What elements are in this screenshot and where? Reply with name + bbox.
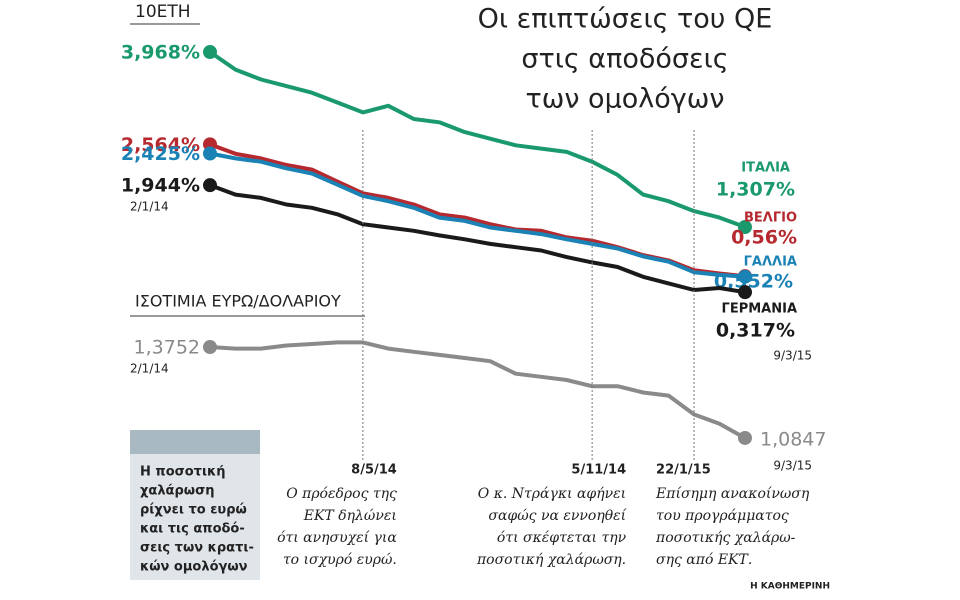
sidebar-text: Η ποσοτική	[140, 465, 226, 480]
line	[208, 50, 746, 229]
line	[209, 151, 746, 279]
value-label: 1,0847	[760, 428, 826, 450]
line	[209, 142, 746, 279]
panel-label: 10ΕΤΗ	[135, 2, 191, 22]
chart-title: στις αποδόσεις	[521, 44, 728, 75]
legend-label: ΙΤΑΛΙΑ	[741, 161, 790, 176]
annotation: Ο κ. Ντράγκι αφήνει	[478, 486, 626, 502]
annotation: ΕΚΤ δηλώνει	[303, 508, 397, 524]
x-tick-label: 2/1/14	[130, 362, 169, 376]
sidebar-text: χαλάρωση	[140, 484, 214, 499]
sidebar-text: κών ομολόγων	[140, 560, 248, 575]
annotation: ποσοτική χαλάρωση.	[476, 552, 626, 568]
value-label: 3,968%	[121, 42, 200, 64]
event-date: 5/11/14	[571, 463, 626, 478]
chart-title: Οι επιπτώσεις του QE	[478, 4, 773, 35]
end-dot	[738, 285, 752, 300]
sidebar-text: και τις αποδό-	[140, 522, 245, 537]
annotation: Ο πρόεδρος της	[286, 486, 397, 502]
legend-label: ΒΕΛΓΙΟ	[744, 211, 797, 226]
sidebar-text: ρίχνει το ευρώ	[140, 503, 247, 518]
end-dot	[203, 146, 217, 161]
value-label: 0,56%	[731, 227, 797, 249]
annotation: σαφώς να εννοηθεί	[488, 507, 626, 524]
value-label: 1,944%	[121, 175, 200, 197]
chart-title: των ομολόγων	[526, 84, 725, 115]
value-label: 1,307%	[716, 179, 795, 201]
event-date: 8/5/14	[351, 463, 397, 478]
sidebar-text: σεις των κρατι-	[140, 541, 254, 556]
x-tick-label: 2/1/14	[130, 200, 169, 214]
legend-label: ΓΕΡΜΑΝΙΑ	[722, 302, 797, 317]
end-dot	[738, 430, 752, 445]
value-label: 1,3752	[134, 337, 200, 359]
panel-label: ΙΣΟΤΙΜΙΑ ΕΥΡΩ/ΔΟΛΑΡΙΟΥ	[135, 292, 341, 311]
line	[209, 183, 746, 295]
annotation: το ισχυρό ευρώ.	[283, 552, 397, 568]
end-dot	[203, 45, 217, 60]
event-date: 22/1/15	[656, 463, 711, 478]
annotation: ποσοτικής χαλάρω-	[655, 530, 796, 546]
x-tick-label: 9/3/15	[773, 459, 812, 473]
sidebar-header	[130, 430, 260, 454]
x-tick-label: 9/3/15	[773, 349, 812, 363]
legend-label: ΓΑΛΛΙΑ	[744, 255, 797, 270]
value-label: 0,317%	[716, 320, 795, 342]
end-dot	[203, 340, 217, 355]
value-label: 2,564%	[121, 134, 200, 156]
credit: Η ΚΑΘΗΜΕΡΙΝΗ	[750, 582, 830, 592]
annotation: σης από ΕΚΤ.	[656, 552, 752, 568]
sidebar-box	[130, 454, 260, 580]
annotation: Επίσημη ανακοίνωση	[655, 485, 810, 502]
value-label: 0,552%	[714, 271, 793, 293]
end-dot	[203, 178, 217, 193]
value-label: 2,425%	[121, 143, 200, 165]
annotation: ότι ανησυχεί για	[277, 529, 397, 546]
annotation: ότι σκέφτεται την	[497, 529, 627, 546]
line	[209, 340, 746, 440]
end-dot	[738, 220, 752, 235]
end-dot	[738, 269, 752, 284]
annotation: του προγράμματος	[656, 508, 789, 524]
